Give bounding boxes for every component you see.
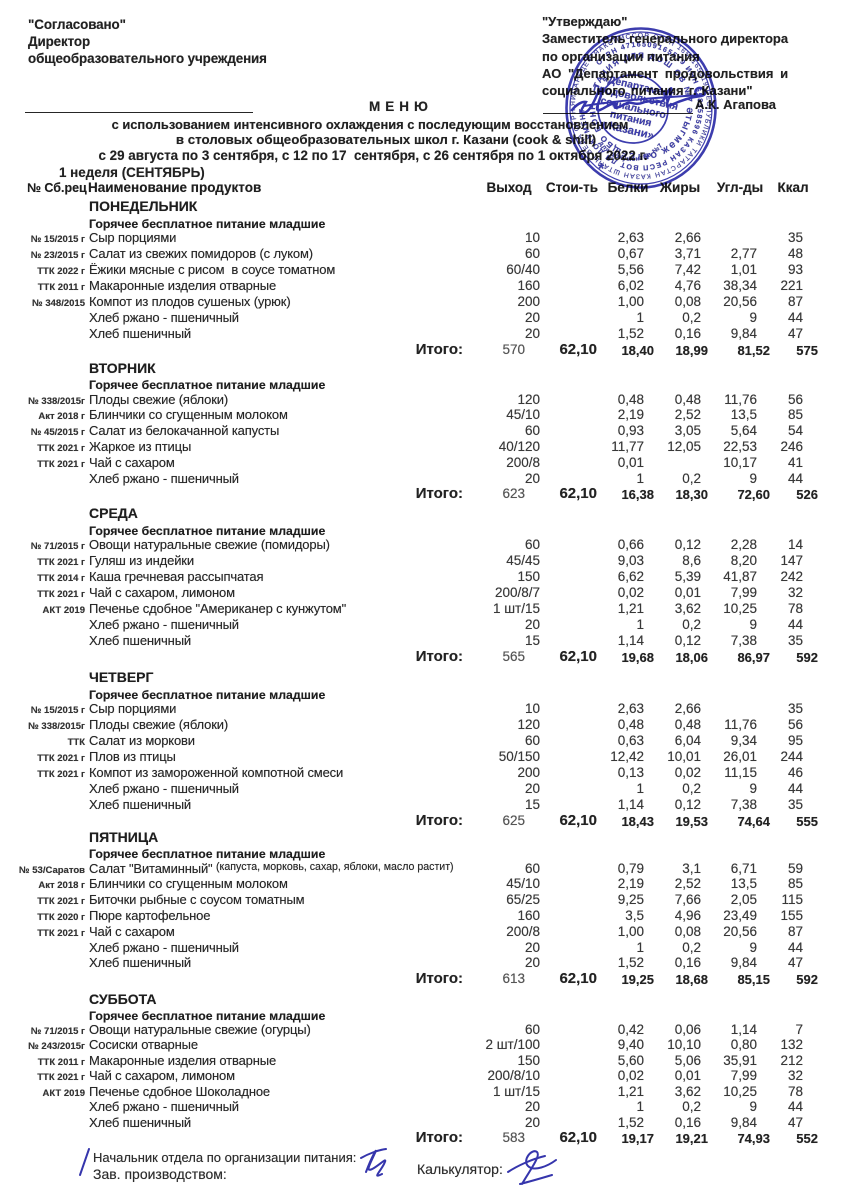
svg-text:*: *: [598, 161, 605, 178]
